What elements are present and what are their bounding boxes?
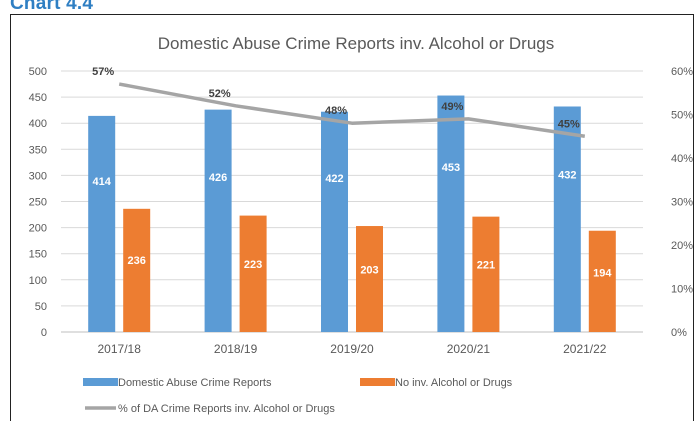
x-tick-label: 2018/19 <box>214 342 258 356</box>
y-right-tick-label: 30% <box>671 197 693 209</box>
line-value-label: 48% <box>325 105 347 117</box>
line-pct-da-crime-reports <box>118 82 586 138</box>
y-left-tick-label: 100 <box>29 275 47 287</box>
y-right-tick-label: 50% <box>671 110 693 122</box>
y-right-tick-label: 10% <box>671 284 693 296</box>
x-tick-label: 2021/22 <box>563 342 607 356</box>
line-value-label: 57% <box>92 66 114 78</box>
y-left-tick-label: 150 <box>29 249 47 261</box>
legend-swatch <box>83 378 118 386</box>
bar-value-label: 203 <box>360 265 378 277</box>
bar-value-label: 194 <box>593 267 612 279</box>
bar-domestic-abuse-crime-reports <box>88 115 116 332</box>
y-left-tick-label: 400 <box>29 118 47 130</box>
bar-value-label: 414 <box>93 176 112 188</box>
y-left-tick-label: 0 <box>41 327 47 339</box>
legend-swatch <box>360 378 395 386</box>
y-right-tick-label: 20% <box>671 240 693 252</box>
y-left-tick-label: 450 <box>29 92 47 104</box>
bar-no-inv-alcohol-or-drugs <box>123 208 151 332</box>
legend-label: Domestic Abuse Crime Reports <box>118 377 272 389</box>
document-heading: Chart 4.4 <box>10 0 94 14</box>
x-tick-label: 2017/18 <box>98 342 142 356</box>
bar-value-label: 426 <box>209 172 227 184</box>
y-left-tick-label: 200 <box>29 223 47 235</box>
bar-no-inv-alcohol-or-drugs <box>472 216 500 332</box>
x-tick-label: 2020/21 <box>447 342 491 356</box>
legend-label: No inv. Alcohol or Drugs <box>395 377 513 389</box>
bar-value-label: 223 <box>244 259 262 271</box>
bar-no-inv-alcohol-or-drugs <box>356 226 383 332</box>
line-value-label: 52% <box>209 88 231 100</box>
bar-domestic-abuse-crime-reports <box>553 106 581 332</box>
legend-label: % of DA Crime Reports inv. Alcohol or Dr… <box>118 403 335 415</box>
x-tick-label: 2019/20 <box>330 342 374 356</box>
y-left-tick-label: 50 <box>35 301 47 313</box>
bar-value-label: 221 <box>477 260 495 272</box>
y-left-tick-label: 250 <box>29 197 47 209</box>
y-left-tick-label: 350 <box>29 144 47 156</box>
chart-frame: Domestic Abuse Crime Reports inv. Alcoho… <box>10 14 694 421</box>
bar-no-inv-alcohol-or-drugs <box>588 230 616 332</box>
line-value-label: 49% <box>441 101 463 113</box>
bar-value-label: 236 <box>128 255 146 267</box>
chart-title: Domestic Abuse Crime Reports inv. Alcoho… <box>158 34 555 53</box>
bar-value-label: 432 <box>558 170 576 182</box>
bar-value-label: 422 <box>325 173 343 185</box>
y-right-tick-label: 60% <box>671 66 693 78</box>
bar-domestic-abuse-crime-reports <box>321 111 348 332</box>
bar-value-label: 453 <box>442 162 460 174</box>
line-value-label: 45% <box>558 118 580 130</box>
bar-no-inv-alcohol-or-drugs <box>239 215 267 332</box>
y-left-tick-label: 500 <box>29 66 47 78</box>
combo-chart: Domestic Abuse Crime Reports inv. Alcoho… <box>29 34 694 415</box>
bar-domestic-abuse-crime-reports <box>204 109 232 333</box>
y-right-tick-label: 40% <box>671 153 693 165</box>
y-left-tick-label: 300 <box>29 170 47 182</box>
bar-domestic-abuse-crime-reports <box>437 95 465 332</box>
y-right-tick-label: 0% <box>671 327 687 339</box>
